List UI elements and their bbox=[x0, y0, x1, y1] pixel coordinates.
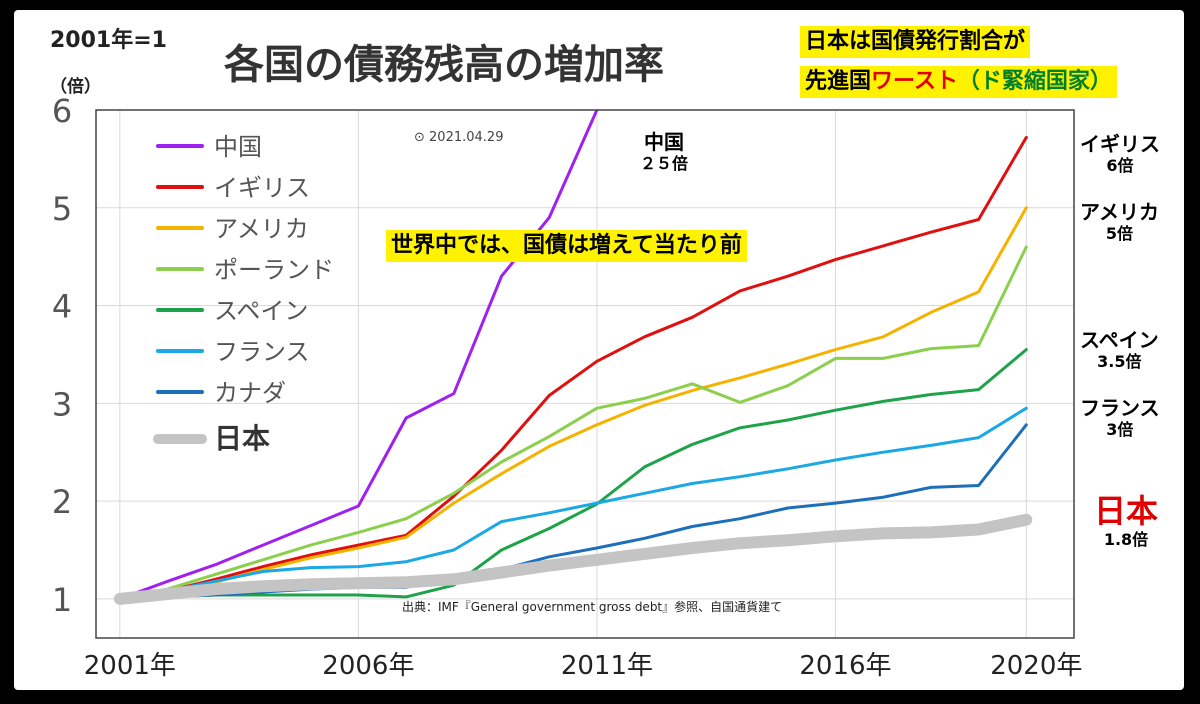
y-tick-label: 3 bbox=[52, 385, 72, 423]
annotation-usa-name: アメリカ bbox=[1080, 200, 1159, 224]
plot-frame bbox=[95, 109, 1075, 639]
annotation-spain-name: スペイン bbox=[1080, 328, 1159, 352]
series-line-日本 bbox=[113, 513, 1033, 605]
y-tick-label: 4 bbox=[52, 288, 72, 326]
annotation-china-mult: ２５倍 bbox=[640, 154, 689, 173]
chart-title: 各国の債務残高の増加率 bbox=[224, 42, 664, 88]
annotation-spain-mult: 3.5倍 bbox=[1097, 352, 1142, 371]
grid-lines bbox=[96, 109, 1074, 638]
annotation-france: フランス 3倍 bbox=[1080, 396, 1160, 440]
annotation-usa: アメリカ 5倍 bbox=[1080, 200, 1159, 244]
japan-note-line2: 先進国ワースト（ド緊縮国家） bbox=[800, 66, 1117, 98]
annotation-china-name: 中国 bbox=[644, 130, 684, 154]
clock-icon: ⊙ bbox=[414, 130, 430, 145]
series-line-フランス bbox=[118, 406, 1028, 601]
x-tick-label: 2011年 bbox=[561, 651, 653, 681]
x-tick-label: 2006年 bbox=[322, 651, 414, 681]
x-tick-label: 2016年 bbox=[799, 651, 891, 681]
legend-label: アメリカ bbox=[214, 215, 309, 243]
source-note: 出典：IMF『General government gross debt』参照、… bbox=[402, 600, 783, 614]
series-line-ポーランド bbox=[118, 245, 1028, 601]
annotation-usa-mult: 5倍 bbox=[1105, 224, 1134, 243]
x-tick-label: 2020年 bbox=[990, 651, 1082, 681]
legend-label: フランス bbox=[214, 338, 310, 366]
chart-card: 2001年=1 （倍） 各国の債務残高の増加率 日本は国債発行割合が 先進国ワー… bbox=[14, 10, 1184, 690]
y-tick-label: 5 bbox=[52, 190, 72, 228]
legend-label: 中国 bbox=[214, 133, 262, 161]
annotation-japan: 日本 1.8倍 bbox=[1094, 492, 1158, 550]
annotation-japan-mult: 1.8倍 bbox=[1103, 530, 1149, 549]
note-text-worst: ワースト bbox=[871, 69, 958, 94]
y-tick-label: 2 bbox=[52, 483, 72, 521]
annotation-japan-name: 日本 bbox=[1094, 492, 1159, 530]
annotation-uk: イギリス 6倍 bbox=[1080, 132, 1160, 176]
note-text-a: 先進国 bbox=[805, 69, 872, 94]
y-tick-label: 1 bbox=[52, 581, 72, 619]
series-line-中国 bbox=[118, 110, 599, 601]
legend-label: 日本 bbox=[214, 422, 270, 455]
annotation-uk-mult: 6倍 bbox=[1106, 156, 1134, 175]
x-tick-label: 2001年 bbox=[84, 651, 176, 681]
series-line-アメリカ bbox=[118, 206, 1028, 601]
y-axis-unit: （倍） bbox=[50, 77, 101, 97]
base-year-note: 2001年=1 bbox=[50, 28, 167, 53]
axes: 1 2 3 4 5 6 2001年 2006年 2011年 2016年 2020年 bbox=[52, 92, 1083, 681]
annotation-spain: スペイン 3.5倍 bbox=[1080, 328, 1159, 372]
date-text: 2021.04.29 bbox=[429, 130, 504, 145]
series-line-スペイン bbox=[118, 348, 1028, 601]
note-text-austerity: （ド緊縮国家） bbox=[957, 69, 1112, 94]
annotation-france-name: フランス bbox=[1080, 396, 1160, 420]
legend-label: イギリス bbox=[214, 174, 310, 202]
annotation-france-mult: 3倍 bbox=[1106, 420, 1134, 439]
series-line-イギリス bbox=[118, 135, 1028, 601]
legend-label: スペイン bbox=[214, 297, 308, 325]
annotation-uk-name: イギリス bbox=[1080, 132, 1160, 156]
legend-label: ポーランド bbox=[214, 256, 334, 284]
center-note: 世界中では、国債は増えて当たり前 bbox=[386, 230, 747, 262]
y-tick-label: 6 bbox=[52, 92, 72, 130]
annotation-china: 中国 ２５倍 bbox=[640, 130, 688, 174]
series-lines bbox=[113, 110, 1033, 605]
date-stamp: ⊙ 2021.04.29 bbox=[414, 130, 503, 145]
legend-label: カナダ bbox=[214, 379, 286, 407]
japan-note-line1: 日本は国債発行割合が bbox=[800, 26, 1031, 58]
